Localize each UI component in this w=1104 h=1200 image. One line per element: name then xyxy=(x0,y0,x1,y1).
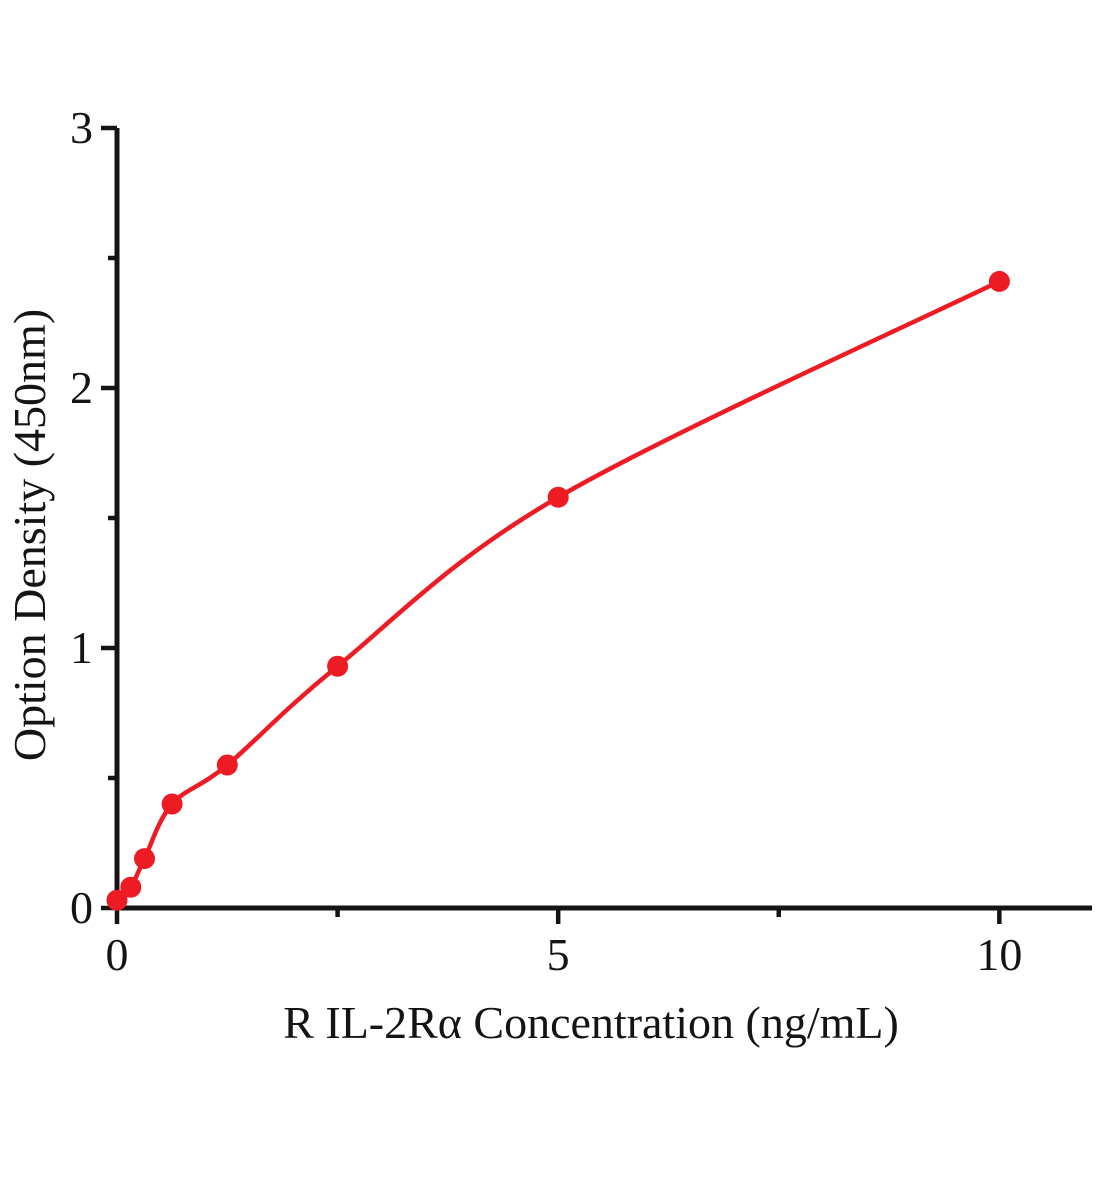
y-tick-label: 1 xyxy=(70,622,93,673)
y-axis-title: Option Density (450nm) xyxy=(4,308,55,762)
data-point xyxy=(988,270,1010,292)
x-axis-title: R IL-2Rα Concentration (ng/mL) xyxy=(283,997,899,1048)
data-point xyxy=(134,848,155,870)
x-tick-label: 10 xyxy=(976,929,1022,980)
y-tick-label: 2 xyxy=(70,362,93,413)
data-point xyxy=(547,486,569,508)
x-tick-label: 0 xyxy=(106,929,129,980)
y-tick-label: 3 xyxy=(70,102,93,153)
data-point xyxy=(327,655,349,677)
data-point xyxy=(161,793,183,815)
data-point xyxy=(216,754,238,776)
y-tick-label: 0 xyxy=(70,882,93,933)
data-point xyxy=(120,876,142,898)
fit-curve xyxy=(114,279,1002,903)
x-tick-label: 5 xyxy=(547,929,570,980)
data-point xyxy=(106,889,128,911)
